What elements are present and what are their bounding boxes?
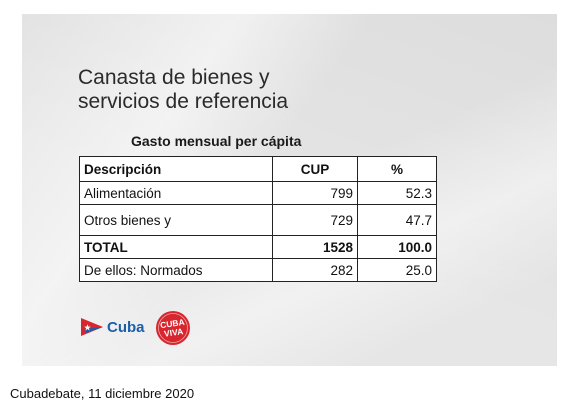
header-cup: CUP — [272, 156, 358, 182]
title-line-2: servicios de referencia — [78, 90, 289, 113]
cubaviva-logo: CUBA VIVA — [156, 311, 190, 345]
infographic-title: Canasta de bienes y servicios de referen… — [78, 66, 288, 114]
row-label: De ellos: Normados — [79, 258, 273, 282]
row-label: Alimentación — [79, 181, 273, 205]
row-percent: 100.0 — [357, 235, 437, 259]
table-row: Otros bienes y 729 47.7 — [79, 204, 437, 236]
cuba-logo: Cuba — [79, 314, 145, 340]
infographic-card: Canasta de bienes y servicios de referen… — [22, 14, 557, 366]
table-row: Alimentación 799 52.3 — [79, 181, 437, 205]
source-caption: Cubadebate, 11 diciembre 2020 — [10, 386, 195, 401]
cuba-logo-text: Cuba — [107, 318, 145, 336]
table-subtitle: Gasto mensual per cápita — [131, 133, 302, 149]
row-percent: 25.0 — [357, 258, 437, 282]
expense-table: Descripción CUP % Alimentación 799 52.3 … — [79, 156, 437, 282]
row-percent: 52.3 — [357, 181, 437, 205]
title-line-1: Canasta de bienes y — [78, 66, 270, 89]
row-cup: 1528 — [272, 235, 358, 259]
header-percent: % — [357, 156, 437, 182]
table-row-total: TOTAL 1528 100.0 — [79, 235, 437, 259]
cuba-flag-icon — [81, 318, 103, 336]
row-percent: 47.7 — [357, 204, 437, 236]
row-label: Otros bienes y — [79, 204, 273, 236]
row-label: TOTAL — [79, 235, 273, 259]
cubaviva-line-2: VIVA — [163, 326, 183, 339]
table-row: De ellos: Normados 282 25.0 — [79, 258, 437, 282]
header-descripcion: Descripción — [79, 156, 273, 182]
row-cup: 729 — [272, 204, 358, 236]
row-cup: 282 — [272, 258, 358, 282]
row-cup: 799 — [272, 181, 358, 205]
table-header-row: Descripción CUP % — [79, 156, 437, 182]
cubaviva-line-1: CUBA — [160, 317, 186, 330]
